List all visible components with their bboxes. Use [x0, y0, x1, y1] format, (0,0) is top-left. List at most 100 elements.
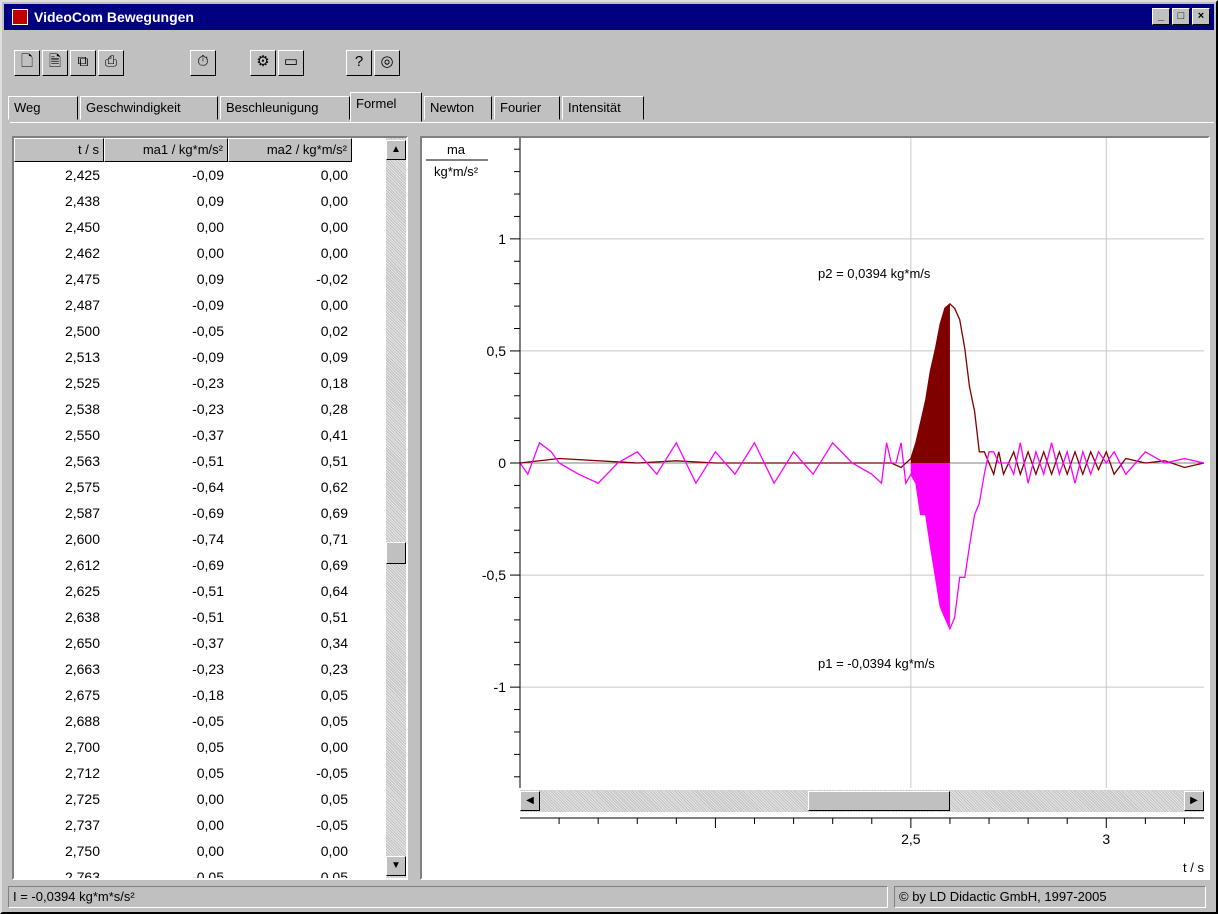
table-row[interactable]: 2,737 0,00 -0,05 [14, 812, 384, 838]
cell-ma2: 0,00 [320, 219, 348, 235]
minimize-button[interactable]: _ [1152, 8, 1170, 25]
cell-ma1: -0,05 [192, 869, 224, 880]
table-row[interactable]: 2,513 -0,09 0,09 [14, 344, 384, 370]
table-row[interactable]: 2,550 -0,37 0,41 [14, 422, 384, 448]
help-icon[interactable]: ? [346, 50, 372, 76]
scroll-up-button[interactable]: ▲ [386, 140, 406, 160]
tab-weg[interactable]: Weg [8, 96, 78, 120]
table-row[interactable]: 2,688 -0,05 0,05 [14, 708, 384, 734]
table-row[interactable]: 2,750 0,00 0,00 [14, 838, 384, 864]
cell-t: 2,587 [64, 505, 100, 521]
col-header-t[interactable]: t / s [14, 138, 104, 162]
table-row[interactable]: 2,725 0,00 0,05 [14, 786, 384, 812]
chart-axes: 1 0,5 0 -0,5 -1 2,5 3 [482, 138, 1204, 847]
cell-ma1: 0,00 [196, 843, 224, 859]
cell-ma1: -0,09 [192, 167, 224, 183]
col-header-ma1[interactable]: ma1 / kg*m/s² [104, 138, 228, 162]
cell-ma1: -0,37 [192, 427, 224, 443]
cell-ma1: -0,51 [192, 583, 224, 599]
display-icon[interactable]: ▭ [278, 50, 304, 76]
cell-t: 2,487 [64, 297, 100, 313]
scroll-thumb[interactable] [386, 542, 406, 564]
chart-scroll-left-button[interactable]: ◀ [520, 791, 540, 811]
table-row[interactable]: 2,500 -0,05 0,02 [14, 318, 384, 344]
table-row[interactable]: 2,525 -0,23 0,18 [14, 370, 384, 396]
cell-ma2: 0,00 [320, 843, 348, 859]
cell-t: 2,513 [64, 349, 100, 365]
cell-ma2: -0,05 [316, 765, 348, 781]
tab-beschleunigung[interactable]: Beschleunigung [220, 96, 350, 120]
table-row[interactable]: 2,700 0,05 0,00 [14, 734, 384, 760]
tab-fourier[interactable]: Fourier [494, 96, 560, 120]
table-row[interactable]: 2,675 -0,18 0,05 [14, 682, 384, 708]
cell-ma1: 0,00 [196, 791, 224, 807]
ld-logo-icon[interactable]: ◎ [374, 50, 400, 76]
tab-formel[interactable]: Formel [350, 92, 422, 122]
table-row[interactable]: 2,612 -0,69 0,69 [14, 552, 384, 578]
cell-ma1: 0,09 [196, 271, 224, 287]
annotation-p1: p1 = -0,0394 kg*m/s [818, 656, 935, 671]
y-tick-label: -0,5 [482, 567, 506, 583]
cell-ma1: 0,09 [196, 193, 224, 209]
settings-icon[interactable]: ⚙ [250, 50, 276, 76]
cell-t: 2,425 [64, 167, 100, 183]
table-row[interactable]: 2,487 -0,09 0,00 [14, 292, 384, 318]
table-row[interactable]: 2,462 0,00 0,00 [14, 240, 384, 266]
cell-t: 2,462 [64, 245, 100, 261]
cell-ma1: -0,09 [192, 297, 224, 313]
maximize-button[interactable]: □ [1172, 8, 1190, 25]
table-row[interactable]: 2,575 -0,64 0,62 [14, 474, 384, 500]
tab-newton[interactable]: Newton [424, 96, 492, 120]
cell-ma2: 0,05 [320, 869, 348, 880]
copy-icon[interactable]: ⧉ [70, 50, 96, 76]
chart-scroll-thumb[interactable] [808, 791, 950, 811]
table-row[interactable]: 2,712 0,05 -0,05 [14, 760, 384, 786]
table-row[interactable]: 2,438 0,09 0,00 [14, 188, 384, 214]
cell-ma2: 0,69 [320, 557, 348, 573]
tab-geschwindigkeit[interactable]: Geschwindigkeit [80, 96, 218, 120]
y-tick-label: 1 [498, 231, 506, 247]
close-button[interactable]: × [1192, 8, 1210, 25]
table-row[interactable]: 2,650 -0,37 0,34 [14, 630, 384, 656]
table-row[interactable]: 2,538 -0,23 0,28 [14, 396, 384, 422]
cell-t: 2,575 [64, 479, 100, 495]
x-axis-label: t / s [1183, 860, 1204, 875]
cell-ma1: 0,05 [196, 765, 224, 781]
stopwatch-icon[interactable]: ⏱ [190, 50, 216, 76]
cell-t: 2,475 [64, 271, 100, 287]
window-title: VideoCom Bewegungen [34, 9, 194, 25]
table-row[interactable]: 2,663 -0,23 0,23 [14, 656, 384, 682]
table-row[interactable]: 2,600 -0,74 0,71 [14, 526, 384, 552]
cell-ma1: -0,05 [192, 323, 224, 339]
cell-t: 2,700 [64, 739, 100, 755]
new-file-icon[interactable]: 🗋 [14, 50, 40, 76]
cell-ma1: -0,51 [192, 453, 224, 469]
cell-ma2: 0,23 [320, 661, 348, 677]
open-file-icon[interactable]: 🗎 [42, 50, 68, 76]
cell-t: 2,550 [64, 427, 100, 443]
toolbar: 🗋 🗎 ⧉ ⎙ ⏱ ⚙ ▭ ? ◎ [4, 32, 1214, 90]
chart[interactable]: 1 0,5 0 -0,5 -1 2,5 3 ma kg*m/s² t / s p2 = 0,… [422, 138, 1208, 878]
chart-hscrollbar[interactable]: ◀ ▶ [520, 790, 1204, 812]
table-row[interactable]: 2,475 0,09 -0,02 [14, 266, 384, 292]
table-scrollbar[interactable]: ▲ ▼ [386, 138, 406, 878]
cell-ma2: 0,51 [320, 453, 348, 469]
table-row[interactable]: 2,763 -0,05 0,05 [14, 864, 384, 880]
cell-ma2: 0,28 [320, 401, 348, 417]
table-row[interactable]: 2,450 0,00 0,00 [14, 214, 384, 240]
cell-ma2: 0,02 [320, 323, 348, 339]
cell-ma1: -0,37 [192, 635, 224, 651]
table-row[interactable]: 2,638 -0,51 0,51 [14, 604, 384, 630]
table-row[interactable]: 2,425 -0,09 0,00 [14, 162, 384, 188]
table-row[interactable]: 2,563 -0,51 0,51 [14, 448, 384, 474]
tab-intensitaet[interactable]: Intensität [562, 96, 644, 120]
chart-scroll-right-button[interactable]: ▶ [1184, 791, 1204, 811]
cell-t: 2,750 [64, 843, 100, 859]
table-row[interactable]: 2,625 -0,51 0,64 [14, 578, 384, 604]
table-row[interactable]: 2,587 -0,69 0,69 [14, 500, 384, 526]
cell-ma1: -0,18 [192, 687, 224, 703]
col-header-ma2[interactable]: ma2 / kg*m/s² [228, 138, 352, 162]
scroll-down-button[interactable]: ▼ [386, 856, 406, 876]
print-icon[interactable]: ⎙ [98, 50, 124, 76]
cell-ma2: 0,05 [320, 687, 348, 703]
